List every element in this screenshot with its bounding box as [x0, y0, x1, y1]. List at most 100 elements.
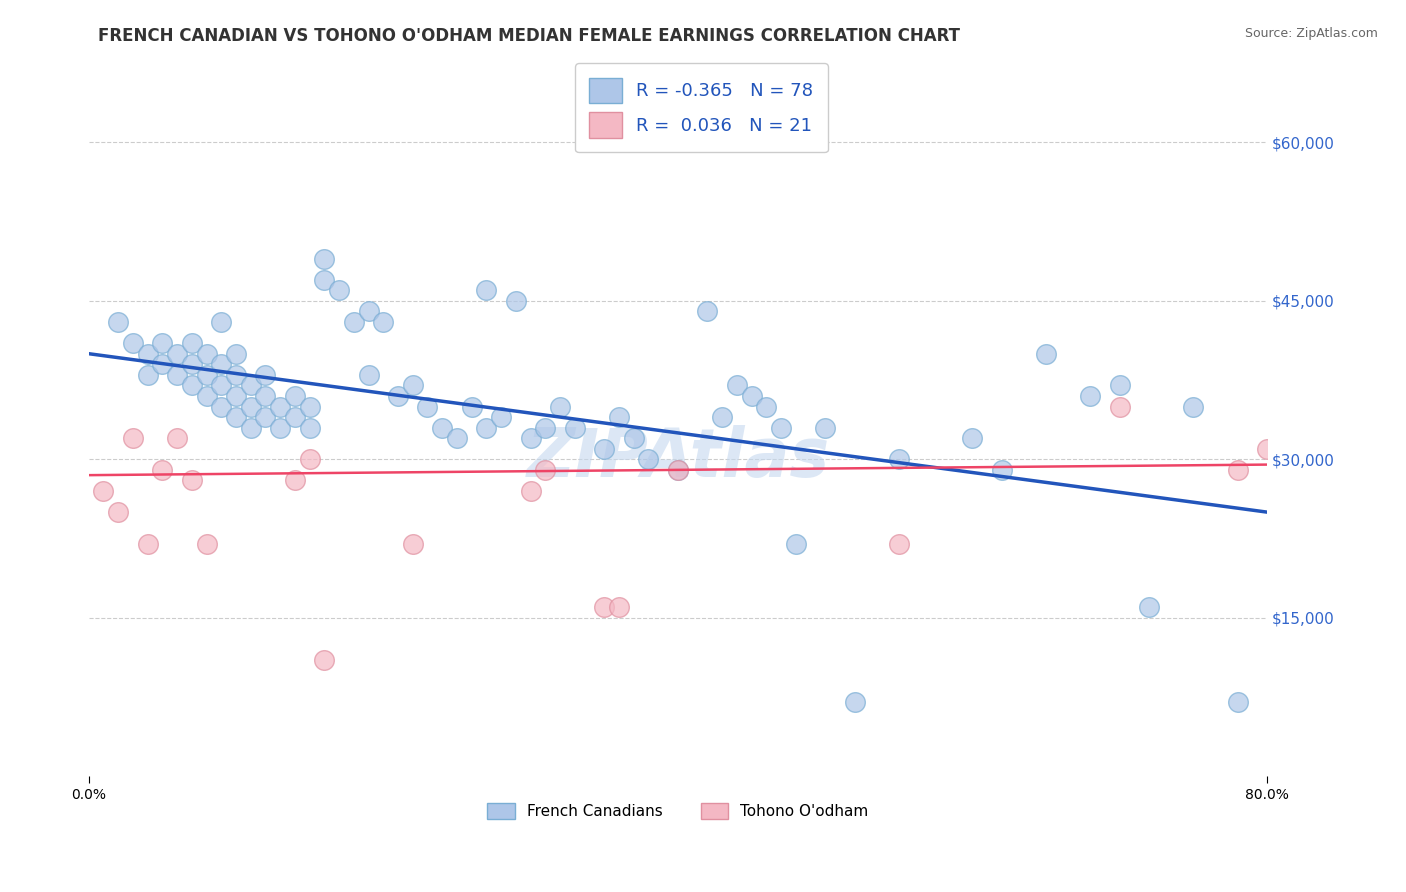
Point	[519, 431, 541, 445]
Point	[1226, 695, 1249, 709]
Point	[195, 389, 218, 403]
Point	[460, 400, 482, 414]
Point	[962, 431, 984, 445]
Point	[136, 537, 159, 551]
Point	[180, 378, 202, 392]
Point	[607, 600, 630, 615]
Point	[844, 695, 866, 709]
Point	[284, 389, 307, 403]
Point	[1182, 400, 1205, 414]
Point	[284, 474, 307, 488]
Point	[93, 483, 115, 498]
Point	[769, 420, 792, 434]
Point	[402, 537, 425, 551]
Point	[180, 357, 202, 371]
Point	[402, 378, 425, 392]
Point	[225, 389, 247, 403]
Point	[225, 410, 247, 425]
Point	[564, 420, 586, 434]
Point	[254, 410, 277, 425]
Point	[195, 537, 218, 551]
Point	[814, 420, 837, 434]
Point	[328, 283, 350, 297]
Point	[195, 368, 218, 382]
Point	[254, 368, 277, 382]
Point	[1108, 378, 1130, 392]
Point	[373, 315, 395, 329]
Point	[298, 420, 321, 434]
Point	[314, 653, 336, 667]
Point	[254, 389, 277, 403]
Point	[666, 463, 689, 477]
Point	[239, 400, 262, 414]
Point	[741, 389, 763, 403]
Point	[725, 378, 748, 392]
Point	[637, 452, 659, 467]
Point	[150, 463, 173, 477]
Point	[357, 304, 380, 318]
Point	[150, 357, 173, 371]
Point	[180, 336, 202, 351]
Point	[593, 600, 616, 615]
Point	[136, 347, 159, 361]
Point	[136, 368, 159, 382]
Point	[387, 389, 409, 403]
Point	[1226, 463, 1249, 477]
Point	[1256, 442, 1278, 456]
Point	[666, 463, 689, 477]
Point	[166, 368, 188, 382]
Point	[122, 431, 145, 445]
Point	[284, 410, 307, 425]
Point	[1137, 600, 1160, 615]
Point	[489, 410, 512, 425]
Point	[432, 420, 454, 434]
Point	[1078, 389, 1101, 403]
Point	[107, 315, 129, 329]
Point	[887, 537, 910, 551]
Text: FRENCH CANADIAN VS TOHONO O'ODHAM MEDIAN FEMALE EARNINGS CORRELATION CHART: FRENCH CANADIAN VS TOHONO O'ODHAM MEDIAN…	[98, 27, 960, 45]
Point	[343, 315, 366, 329]
Point	[534, 463, 557, 477]
Point	[548, 400, 571, 414]
Point	[209, 378, 232, 392]
Point	[314, 252, 336, 266]
Point	[298, 452, 321, 467]
Point	[519, 483, 541, 498]
Point	[1035, 347, 1057, 361]
Point	[269, 420, 291, 434]
Point	[1108, 400, 1130, 414]
Point	[593, 442, 616, 456]
Point	[225, 347, 247, 361]
Point	[505, 293, 527, 308]
Point	[534, 420, 557, 434]
Point	[150, 336, 173, 351]
Point	[623, 431, 645, 445]
Point	[607, 410, 630, 425]
Point	[180, 474, 202, 488]
Point	[239, 420, 262, 434]
Point	[107, 505, 129, 519]
Point	[122, 336, 145, 351]
Point	[209, 400, 232, 414]
Point	[239, 378, 262, 392]
Point	[991, 463, 1014, 477]
Point	[475, 420, 498, 434]
Text: ZIPAtlas: ZIPAtlas	[526, 425, 830, 491]
Point	[166, 347, 188, 361]
Text: Source: ZipAtlas.com: Source: ZipAtlas.com	[1244, 27, 1378, 40]
Point	[225, 368, 247, 382]
Point	[195, 347, 218, 361]
Legend: French Canadians, Tohono O'odham: French Canadians, Tohono O'odham	[481, 797, 875, 825]
Point	[314, 273, 336, 287]
Point	[269, 400, 291, 414]
Point	[755, 400, 778, 414]
Point	[696, 304, 718, 318]
Point	[166, 431, 188, 445]
Point	[298, 400, 321, 414]
Point	[416, 400, 439, 414]
Point	[475, 283, 498, 297]
Point	[887, 452, 910, 467]
Point	[711, 410, 734, 425]
Point	[209, 357, 232, 371]
Point	[785, 537, 807, 551]
